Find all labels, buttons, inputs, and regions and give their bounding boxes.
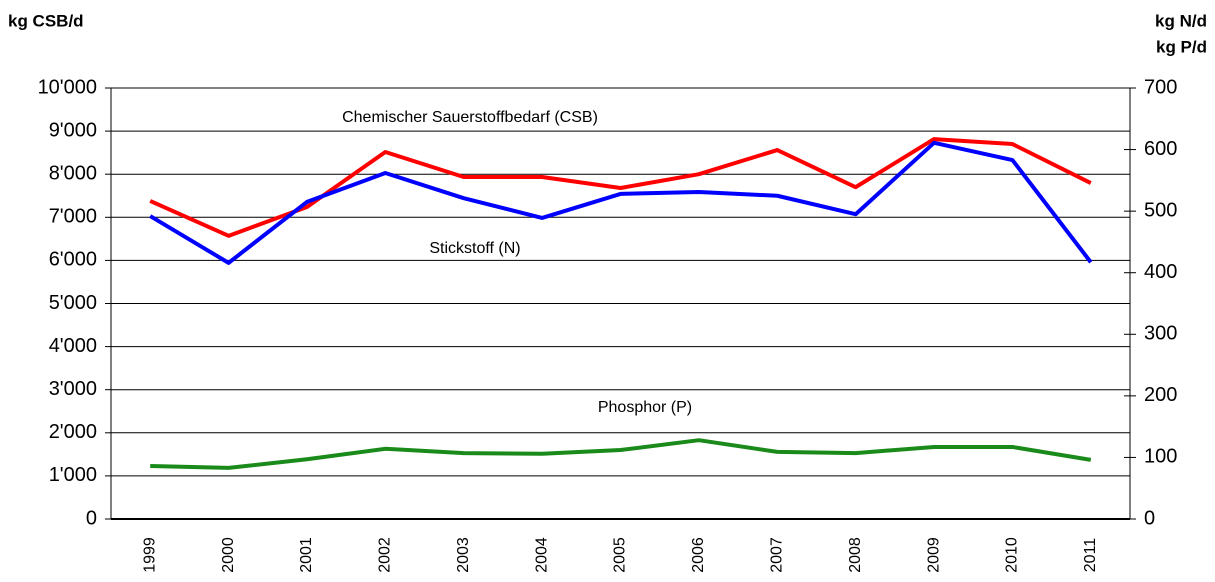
- y-tick-label: 5'000: [49, 292, 97, 314]
- x-tick-label: 2001: [298, 537, 315, 573]
- y-tick-label: 2'000: [49, 421, 97, 443]
- y-tick-label: 1'000: [49, 464, 97, 486]
- y-tick-label: 3'000: [49, 378, 97, 400]
- y-tick-label: 9'000: [49, 119, 97, 141]
- x-tick-label: 2009: [925, 537, 942, 573]
- y2-tick-label: 500: [1144, 199, 1177, 221]
- series-line: [149, 137, 1092, 238]
- series-line: [149, 140, 1093, 265]
- series-line: [150, 438, 1092, 470]
- series-label: Phosphor (P): [598, 399, 692, 416]
- y-tick-label: 0: [86, 507, 97, 529]
- x-tick-label: 2005: [612, 537, 629, 573]
- y-tick-label: 6'000: [49, 249, 97, 271]
- x-tick-label: 2003: [455, 537, 472, 573]
- y2-tick-label: 300: [1144, 323, 1177, 345]
- y2-tick-label: 200: [1144, 384, 1177, 406]
- x-tick-label: 2008: [847, 537, 864, 573]
- x-tick-label: 2000: [220, 537, 237, 573]
- y2-tick-label: 600: [1144, 138, 1177, 160]
- x-tick-label: 2007: [768, 537, 785, 573]
- y2-axis-label: kg N/d: [1155, 11, 1207, 30]
- x-tick-label: 2002: [377, 537, 394, 573]
- y2-axis-label: kg P/d: [1156, 37, 1207, 56]
- series-label: Stickstoff (N): [429, 240, 520, 257]
- y-tick-label: 4'000: [49, 335, 97, 357]
- y2-tick-label: 100: [1144, 446, 1177, 468]
- y-tick-label: 10'000: [38, 76, 97, 98]
- y-tick-label: 8'000: [49, 162, 97, 184]
- y2-tick-label: 0: [1144, 507, 1155, 529]
- y-tick-label: 7'000: [49, 206, 97, 228]
- x-tick-label: 2010: [1004, 537, 1021, 573]
- x-tick-label: 2004: [533, 537, 550, 573]
- x-tick-label: 1999: [141, 537, 158, 573]
- y-axis-label: kg CSB/d: [8, 11, 84, 30]
- series-label: Chemischer Sauerstoffbedarf (CSB): [342, 109, 598, 126]
- y2-tick-label: 400: [1144, 261, 1177, 283]
- y2-tick-label: 700: [1144, 76, 1177, 98]
- x-tick-label: 2006: [690, 537, 707, 573]
- x-tick-label: 2011: [1082, 538, 1099, 573]
